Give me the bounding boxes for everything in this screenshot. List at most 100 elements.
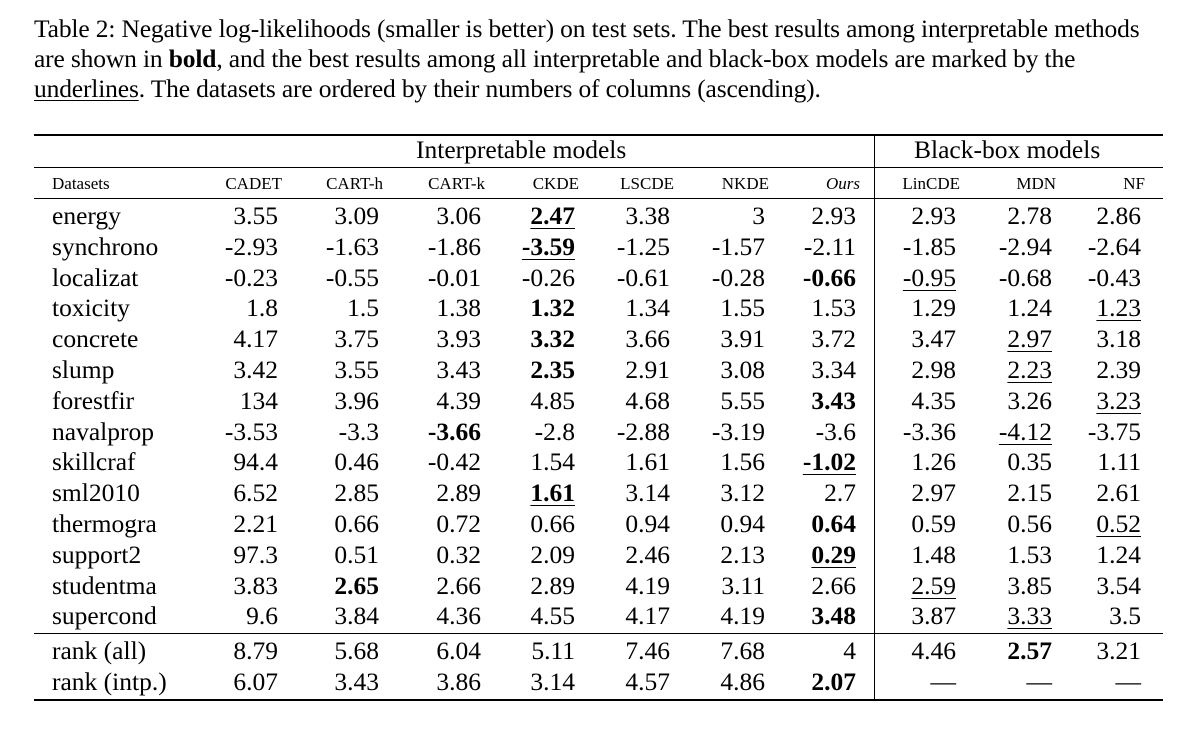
table-cell: -3.66 [427,416,481,446]
table-cell: -1.86 [427,231,481,261]
table-cell: 0.32 [436,539,481,569]
row-dataset-name: studentma [52,570,157,600]
table-cell: 0.94 [625,509,670,538]
table-cell: 2.09 [530,539,575,569]
table-cell: 3.42 [233,355,278,384]
table-cell: -0.01 [427,262,481,292]
table-cell: — [1115,667,1142,696]
table-cell: 3.43 [436,355,481,384]
table-cell: 9.6 [246,601,278,631]
column-header-ours: Ours [825,174,860,193]
table-cell: 0.52 [1096,509,1141,538]
table-row: synchrono -2.93 -1.63 -1.86 -3.59 -1.25 -1.57 -… [34,231,1163,262]
table-cell: 5.68 [334,636,379,665]
column-header-ckde: CKDE [532,174,579,193]
row-dataset-name: navalprop [52,416,154,446]
table-cell: 3.33 [1007,601,1052,631]
row-dataset-name: concrete [52,324,139,354]
table-cell: -1.63 [325,231,379,261]
caption-text-2: , and the best results among all interpr… [216,44,1076,73]
group-header-blackbox: Black-box models [914,135,1101,164]
table-cell: 1.34 [625,293,670,323]
bottom-rule [34,699,1163,701]
row-dataset-name: rank (intp.) [52,667,167,696]
table-cell: -3.75 [1087,416,1141,446]
group-header-interpretable: Interpretable models [416,135,627,164]
row-dataset-name: support2 [52,539,142,569]
table-cell: 1.61 [625,447,670,477]
table-cell: 0.35 [1007,447,1052,477]
table-cell: -1.85 [902,231,956,261]
table-cell: 3.48 [811,601,856,631]
table-cell: -0.43 [1087,262,1141,292]
group-divider [874,134,875,700]
table-row: slump 3.42 3.55 3.43 2.35 2.91 3.08 3.34 2.98 2.2… [34,354,1163,385]
summary-rule [34,633,1163,634]
results-table: Interpretable models Black-box models Da… [34,134,1163,701]
table-cell: 1.11 [1097,447,1141,477]
table-cell: 3.54 [1096,570,1141,600]
table-cell: -2.88 [616,416,670,446]
table-row: forestfir 134 3.96 4.39 4.85 4.68 5.55 3.43 4.35… [34,385,1163,416]
table-cell: -3.3 [338,416,379,446]
table-row: rank (intp.) 6.07 3.43 3.86 3.14 4.57 4.86 2.07… [34,666,1163,697]
table-cell: 3.75 [334,324,379,354]
header-rule [34,198,1163,199]
table-cell: -2.8 [534,416,575,446]
column-header-cart-k: CART-k [428,174,485,193]
table-cell: 4.55 [530,601,575,631]
table-cell: -3.59 [521,231,575,261]
row-dataset-name: energy [52,201,121,230]
table-cell: 4.35 [911,385,956,415]
table-cell: 0.72 [436,509,481,538]
table-row: rank (all) 8.79 5.68 6.04 5.11 7.46 7.68 4 4.46 2… [34,635,1163,666]
row-dataset-name: forestfir [52,385,135,415]
row-dataset-name: rank (all) [52,636,147,665]
row-dataset-name: supercond [52,601,157,631]
table-cell: 4.17 [625,601,670,631]
table-cell: 2.93 [911,201,956,230]
table-cell: 2.07 [811,667,856,696]
table-cell: 2.35 [530,355,575,384]
column-header-cart-h: CART-h [326,174,383,193]
row-dataset-name: toxicity [52,293,130,323]
table-cell: -1.25 [616,231,670,261]
table-cell: — [930,667,957,696]
caption-text-1: Table 2: Negative log-likelihoods (small… [34,14,1140,73]
table-row: energy 3.55 3.09 3.06 2.47 3.38 3 2.93 2.93 2.78 2… [34,200,1163,231]
table-cell: 134 [239,385,278,415]
table-cell: 4.86 [720,667,765,696]
table-cell: -0.42 [427,447,481,477]
table-cell: 4.57 [625,667,670,696]
table-cell: 2.97 [1007,324,1052,354]
table-cell: 1.53 [1007,539,1052,569]
table-cell: 7.46 [625,636,670,665]
table-cell: 0.51 [334,539,379,569]
table-cell: 4.19 [625,570,670,600]
table-cell: 3.85 [1007,570,1052,600]
table-cell: 4.39 [436,385,481,415]
table-cell: 3.91 [720,324,765,354]
table-cell: 2.65 [334,570,379,600]
table-cell: 2.91 [625,355,670,384]
table-cell: 2.23 [1007,355,1052,384]
column-header-lscde: LSCDE [620,174,674,193]
table-cell: 3.08 [720,355,765,384]
table-caption: Table 2: Negative log-likelihoods (small… [34,14,1169,104]
table-cell: 2.89 [436,478,481,508]
table-cell: -3.6 [815,416,856,446]
table-cell: 2.61 [1096,478,1141,508]
table-cell: 1.61 [530,478,575,508]
table-cell: -2.94 [998,231,1052,261]
table-cell: 6.04 [436,636,481,665]
caption-bold-word: bold [168,44,217,73]
table-cell: 1.24 [1096,539,1141,569]
table-cell: -1.57 [711,231,765,261]
table-cell: 2.86 [1096,201,1141,230]
table-cell: 1.55 [720,293,765,323]
table-cell: 6.52 [233,478,278,508]
table-cell: 3.96 [334,385,379,415]
table-cell: 3.55 [233,201,278,230]
table-cell: 3.14 [625,478,670,508]
table-cell: -3.53 [224,416,278,446]
